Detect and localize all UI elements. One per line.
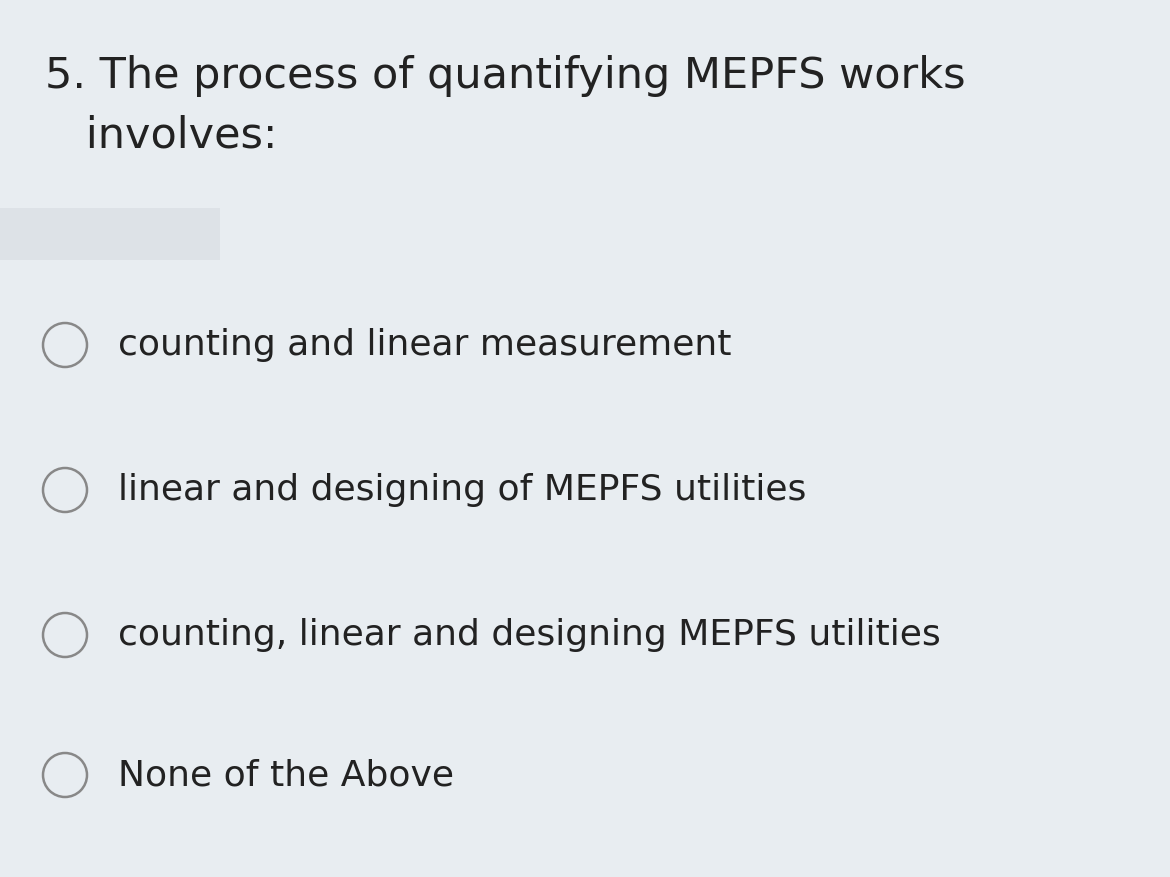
Text: counting, linear and designing MEPFS utilities: counting, linear and designing MEPFS uti… bbox=[118, 618, 941, 652]
Ellipse shape bbox=[43, 323, 87, 367]
Bar bbox=[0, 208, 220, 260]
Text: counting and linear measurement: counting and linear measurement bbox=[118, 328, 731, 362]
Ellipse shape bbox=[43, 468, 87, 512]
Text: 5. The process of quantifying MEPFS works: 5. The process of quantifying MEPFS work… bbox=[44, 55, 965, 97]
Ellipse shape bbox=[43, 753, 87, 797]
Text: None of the Above: None of the Above bbox=[118, 758, 454, 792]
Text: involves:: involves: bbox=[44, 115, 277, 157]
Text: linear and designing of MEPFS utilities: linear and designing of MEPFS utilities bbox=[118, 473, 806, 507]
Ellipse shape bbox=[43, 613, 87, 657]
